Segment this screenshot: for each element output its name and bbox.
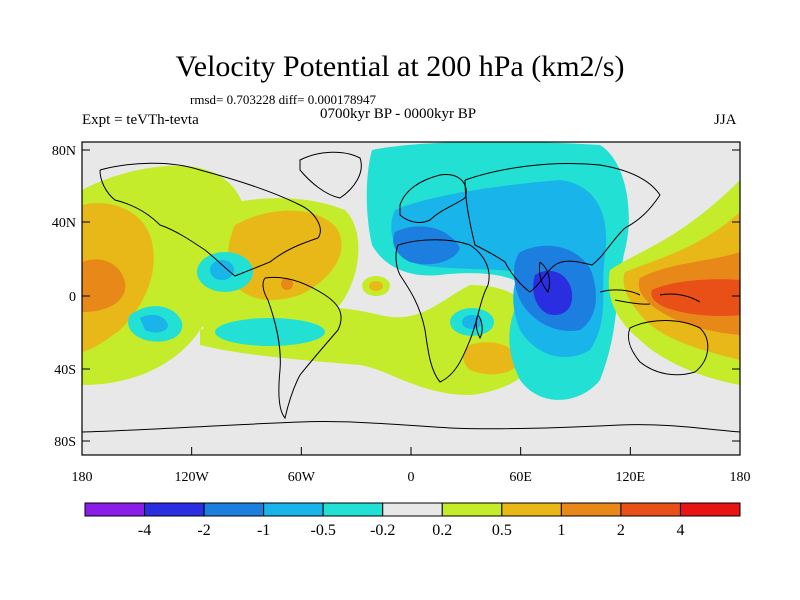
latitude-axis: 80N 40N 0 40S 80S: [52, 144, 740, 450]
contour-dark-orange-pacific: [82, 259, 126, 312]
contour-negative-central-pacific-core: [140, 314, 168, 333]
lon-tick-label: 120W: [175, 470, 210, 485]
colorbar-label: -2: [197, 522, 210, 539]
colorbar-label: -0.2: [370, 522, 395, 539]
stats-line: rmsd= 0.703228 diff= 0.000178947: [190, 92, 376, 107]
colorbar-label: 2: [617, 522, 625, 539]
contour-orange-atlantic: [227, 210, 342, 300]
contour-negative-south-atlantic: [215, 318, 325, 346]
contour-spot-midatlantic-core: [369, 281, 383, 291]
season-label: JJA: [714, 112, 737, 128]
coast-asia: [464, 163, 661, 293]
colorbar-swatch: [501, 502, 562, 517]
lon-tick-label: 0: [408, 470, 415, 485]
colorbar: -4 -2 -1 -0.5 -0.2 0.2 0.5 1 2 4: [84, 502, 741, 539]
coastlines: [82, 151, 740, 433]
coast-antarctica: [82, 421, 740, 433]
coast-maritime-continent: [599, 289, 701, 305]
lat-tick-label: 40S: [54, 363, 76, 378]
colorbar-swatch: [560, 502, 622, 517]
lat-tick-label: 80N: [52, 144, 76, 159]
lat-tick-label: 40N: [52, 216, 76, 231]
period-label: 0700kyr BP - 0000kyr BP: [320, 106, 477, 122]
colorbar-swatch: [322, 502, 384, 517]
coast-australia: [627, 320, 709, 376]
contour-red-orange-west-pacific: [651, 279, 740, 316]
chart-title: Velocity Potential at 200 hPa (km2/s): [175, 50, 625, 83]
lon-tick-label: 180: [730, 470, 751, 485]
longitude-axis: 180 120W 60W 0 60E 120E 180: [72, 447, 751, 485]
colorbar-label: 0.5: [492, 522, 512, 539]
lon-tick-label: 60E: [509, 470, 532, 485]
colorbar-swatch: [144, 502, 205, 517]
colorbar-swatch: [203, 502, 265, 517]
colorbar-label: 4: [676, 522, 684, 539]
coast-africa: [395, 239, 490, 383]
coast-europe: [399, 174, 467, 223]
lon-tick-label: 120E: [616, 470, 646, 485]
contour-field: [82, 142, 740, 400]
colorbar-swatch: [263, 502, 324, 517]
colorbar-swatch: [441, 502, 503, 517]
contour-darkest-indian: [533, 270, 573, 316]
lon-tick-label: 180: [72, 470, 93, 485]
contour-negative-caribbean-core: [210, 260, 234, 280]
coast-india: [539, 261, 551, 293]
colorbar-label: -0.5: [311, 522, 336, 539]
lat-tick-label: 0: [69, 290, 76, 305]
experiment-label: Expt = teVTh-tevta: [82, 112, 199, 128]
contour-spot-atlantic: [281, 278, 293, 290]
colorbar-label: -1: [257, 522, 270, 539]
coast-greenland: [299, 151, 362, 199]
colorbar-swatch: [84, 502, 146, 517]
coast-madagascar: [475, 314, 483, 340]
lat-tick-label: 80S: [54, 435, 76, 450]
coast-north-america: [99, 162, 321, 277]
coast-south-america: [262, 276, 342, 420]
colorbar-label: 1: [557, 522, 565, 539]
colorbar-swatch: [620, 502, 681, 517]
colorbar-label: 0.2: [432, 522, 452, 539]
lon-tick-label: 60W: [288, 470, 316, 485]
contour-orange-south-africa: [463, 342, 520, 375]
colorbar-label: -4: [138, 522, 151, 539]
colorbar-swatch: [679, 502, 741, 517]
colorbar-swatch: [382, 502, 443, 517]
